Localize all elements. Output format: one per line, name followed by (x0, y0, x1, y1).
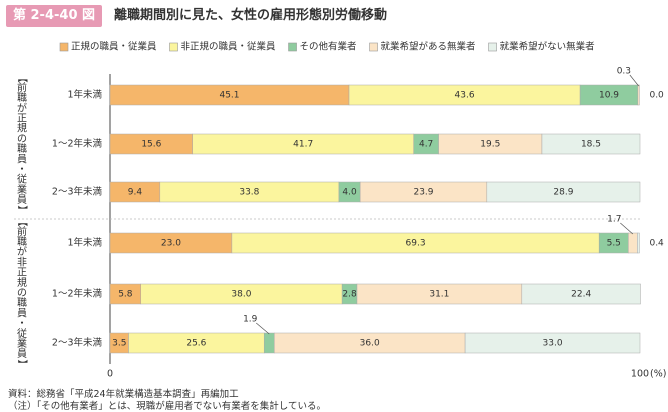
category-label-3: 2～3年未満 (52, 186, 103, 198)
bar-label-r4-s1: 23.0 (161, 239, 181, 249)
svg-text:正: 正 (17, 268, 27, 279)
category-label-1: 1年未満 (67, 89, 102, 101)
bar-label-r4-s4: 1.7 (607, 215, 621, 225)
bar-r4-s4 (628, 232, 638, 254)
legend-label-1: 正規の職員・従業員 (71, 41, 157, 53)
bar-label-r4-s3: 5.5 (607, 239, 621, 249)
svg-text:従: 従 (17, 327, 27, 340)
bar-r4-s5 (637, 232, 640, 254)
svg-text:従: 従 (17, 173, 27, 186)
bar-label-r3-s1: 9.4 (128, 188, 143, 198)
bar-label-r4-s5: 0.4 (649, 239, 664, 249)
callout-line-r1 (629, 74, 639, 87)
remark-note: （注）「その他有業者」とは、現職が雇用者でない有業者を集計している。 (8, 401, 326, 412)
svg-text:】: 】 (16, 205, 28, 215)
svg-text:【: 【 (16, 73, 28, 83)
category-label-6: 2～3年未満 (52, 337, 103, 349)
bar-label-r6-s1: 3.5 (112, 339, 126, 349)
svg-text:・: ・ (17, 319, 27, 330)
svg-text:の: の (17, 288, 27, 299)
svg-text:員: 員 (17, 348, 27, 360)
x-axis-unit: (%) (650, 369, 666, 380)
chart-title: 離職期間別に見た、女性の雇用形態別労働移動 (114, 8, 388, 23)
svg-text:前: 前 (17, 225, 27, 238)
bar-label-r3-s3: 4.0 (342, 188, 357, 198)
bar-r2-s5 (541, 133, 641, 155)
bar-label-r6-s5: 33.0 (543, 339, 563, 349)
svg-text:職: 職 (17, 297, 27, 309)
bar-label-r5-s3: 2.8 (342, 290, 357, 300)
svg-text:の: の (17, 134, 27, 145)
svg-text:規: 規 (17, 123, 27, 135)
svg-text:が: が (17, 245, 27, 258)
svg-text:員: 員 (17, 194, 27, 206)
svg-text:規: 規 (17, 277, 27, 289)
svg-text:・: ・ (17, 165, 27, 176)
legend-swatch-3 (288, 42, 297, 52)
legend-label-5: 就業希望がない無業者 (500, 41, 595, 53)
source-note: 資料：総務省「平成24年就業構造基本調査」再編加工 (8, 389, 239, 400)
x-tick-100: 100 (631, 369, 649, 380)
svg-text:業: 業 (17, 337, 27, 350)
legend-swatch-5 (488, 42, 497, 52)
bar-label-r5-s5: 22.4 (571, 290, 591, 300)
bar-label-r6-s2: 25.6 (186, 339, 206, 349)
svg-text:が: が (17, 101, 27, 114)
legend-swatch-1 (59, 42, 69, 52)
bar-label-r3-s5: 28.9 (553, 188, 573, 198)
bar-label-r5-s4: 31.1 (429, 290, 449, 300)
svg-text:職: 職 (17, 92, 27, 104)
svg-text:職: 職 (17, 236, 27, 248)
svg-text:員: 員 (17, 153, 27, 165)
bar-label-r5-s1: 5.8 (118, 290, 133, 300)
callout-line-r4 (620, 222, 634, 235)
bar-r6-s3 (263, 332, 275, 354)
category-label-2: 1～2年未満 (52, 138, 103, 150)
bar-r6-s5 (464, 332, 641, 354)
bar-r3-s5 (486, 181, 641, 203)
figure-number-badge: 第 2-4-40 図 (6, 5, 102, 27)
bar-label-r2-s5: 18.5 (581, 140, 601, 150)
bar-r1-s4 (637, 84, 640, 106)
bar-label-r5-s2: 38.0 (231, 290, 251, 300)
category-label-5: 1～2年未満 (52, 288, 103, 300)
bar-label-r2-s4: 19.5 (480, 140, 500, 150)
x-tick-0: 0 (107, 369, 113, 380)
bar-label-r6-s4: 36.0 (360, 339, 380, 349)
bar-label-r4-s2: 69.3 (406, 239, 426, 249)
bar-label-r3-s4: 23.9 (413, 188, 433, 198)
bar-label-r2-s1: 15.6 (141, 140, 161, 150)
bar-r5-s5 (521, 283, 641, 305)
bar-label-r1-s5: 0.0 (649, 91, 664, 101)
bar-label-r1-s2: 43.6 (455, 91, 475, 101)
legend-swatch-2 (169, 42, 178, 52)
legend-swatch-4 (369, 42, 378, 52)
svg-text:職: 職 (17, 143, 27, 155)
callout-line-r6 (256, 322, 270, 335)
bar-label-r2-s3: 4.7 (419, 140, 433, 150)
bar-label-r6-s3: 1.9 (243, 315, 258, 325)
bar-label-r1-s1: 45.1 (219, 91, 239, 101)
svg-text:員: 員 (17, 307, 27, 319)
svg-text:業: 業 (17, 183, 27, 196)
legend-label-4: 就業希望がある無業者 (381, 41, 476, 53)
svg-text:【: 【 (16, 217, 28, 227)
legend-label-3: その他有業者 (300, 41, 357, 53)
bar-label-r3-s2: 33.8 (239, 188, 259, 198)
category-label-4: 1年未満 (67, 237, 102, 249)
svg-text:前: 前 (17, 81, 27, 94)
svg-text:正: 正 (17, 114, 27, 125)
bar-label-r2-s2: 41.7 (293, 140, 313, 150)
bar-label-r1-s4: 0.3 (617, 67, 631, 77)
bar-label-r1-s3: 10.9 (599, 91, 619, 101)
legend-label-2: 非正規の職員・従業員 (181, 41, 277, 53)
svg-text:非: 非 (17, 256, 27, 268)
svg-text:】: 】 (16, 359, 28, 369)
